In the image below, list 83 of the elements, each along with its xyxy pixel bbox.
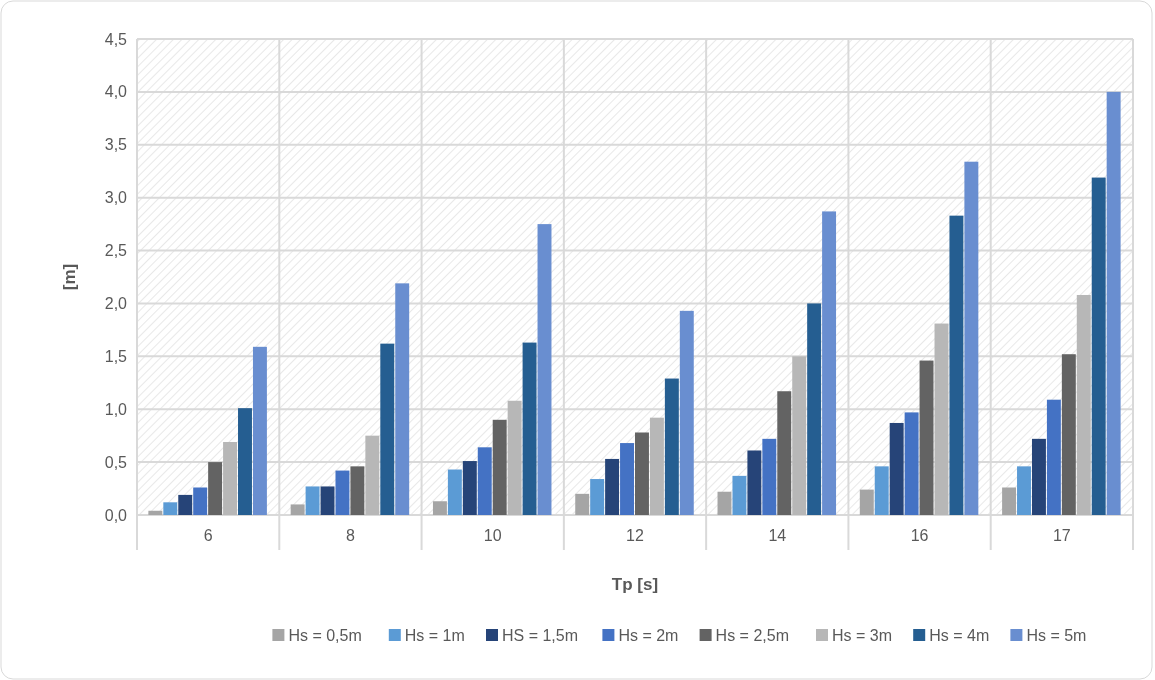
y-tick-label: 2,5: [104, 242, 128, 260]
legend-label: Hs = 1m: [404, 627, 465, 644]
bar: [605, 458, 620, 515]
y-tick-label: 4,5: [104, 30, 128, 48]
bar: [320, 486, 335, 515]
bar: [252, 346, 267, 515]
bar: [949, 215, 964, 515]
bar: [822, 211, 837, 515]
bar: [934, 323, 949, 515]
bar: [664, 378, 679, 515]
x-axis-title: Tp [s]: [611, 575, 659, 594]
bar: [238, 408, 252, 515]
bar: [507, 400, 522, 515]
bar: [208, 462, 223, 515]
bar: [859, 489, 874, 515]
legend-label: Hs = 3m: [832, 627, 893, 644]
bar: [477, 447, 492, 515]
bar: [679, 310, 694, 515]
bar: [717, 491, 732, 515]
bar: [395, 283, 410, 515]
bar: [462, 461, 477, 515]
bar: [163, 502, 178, 515]
bar: [807, 303, 822, 515]
bar: [792, 356, 807, 515]
bar: [178, 494, 193, 515]
y-tick-label: 3,0: [104, 189, 128, 207]
legend-label: Hs = 4m: [929, 627, 990, 644]
legend-label: Hs = 5m: [1026, 627, 1087, 644]
y-tick-label: 1,5: [104, 347, 128, 365]
bar: [1002, 487, 1017, 515]
bar: [635, 432, 649, 515]
y-tick-label: 1,0: [104, 400, 128, 418]
y-axis-title: [m]: [60, 263, 79, 291]
bar: [1061, 354, 1076, 515]
bar: [305, 486, 320, 515]
x-tick-label: 14: [768, 527, 787, 544]
bar: [762, 438, 777, 515]
bar: [1076, 294, 1091, 515]
x-tick-label: 17: [1052, 527, 1071, 544]
x-tick-label: 10: [483, 527, 502, 544]
bar: [148, 510, 163, 515]
y-tick-label: 3,5: [104, 136, 128, 154]
bar: [874, 466, 889, 515]
bar: [919, 360, 934, 515]
bar: [335, 470, 350, 515]
x-tick-label: 16: [910, 527, 929, 544]
legend-label: Hs = 2m: [618, 627, 679, 644]
bar: [747, 450, 762, 515]
bar: [889, 422, 904, 515]
x-tick-label: 12: [626, 527, 644, 544]
bar: [432, 501, 447, 515]
y-tick-label: 4,0: [104, 83, 128, 101]
legend-label: Hs = 0,5m: [288, 627, 362, 644]
y-tick-label: 0,0: [104, 506, 128, 524]
bar: [575, 493, 590, 515]
bar: [620, 443, 634, 515]
y-tick-label: 2,0: [104, 295, 128, 313]
bar: [380, 343, 395, 515]
bar: [447, 469, 462, 515]
bar: [1106, 91, 1121, 515]
bar: [193, 487, 208, 515]
bar: [1017, 466, 1031, 515]
legend-label: HS = 1,5m: [502, 627, 579, 644]
bar: [365, 435, 380, 515]
bar: [290, 504, 305, 515]
bar: [904, 412, 919, 515]
bar: [492, 419, 507, 515]
bar: [649, 417, 664, 515]
bar: [1091, 177, 1106, 515]
y-tick-label: 0,5: [104, 453, 128, 471]
bar: [1046, 399, 1061, 515]
bar: [1031, 438, 1046, 515]
bar: [223, 442, 238, 515]
x-tick-label: 6: [203, 527, 213, 544]
legend-label: Hs = 2,5m: [715, 627, 789, 644]
bar: [522, 342, 537, 515]
bar: [732, 475, 747, 515]
bar: [537, 224, 552, 515]
bar: [964, 161, 979, 515]
bar: [590, 479, 605, 515]
bar: [777, 391, 792, 515]
x-tick-label: 8: [345, 527, 355, 544]
bar: [350, 466, 365, 515]
